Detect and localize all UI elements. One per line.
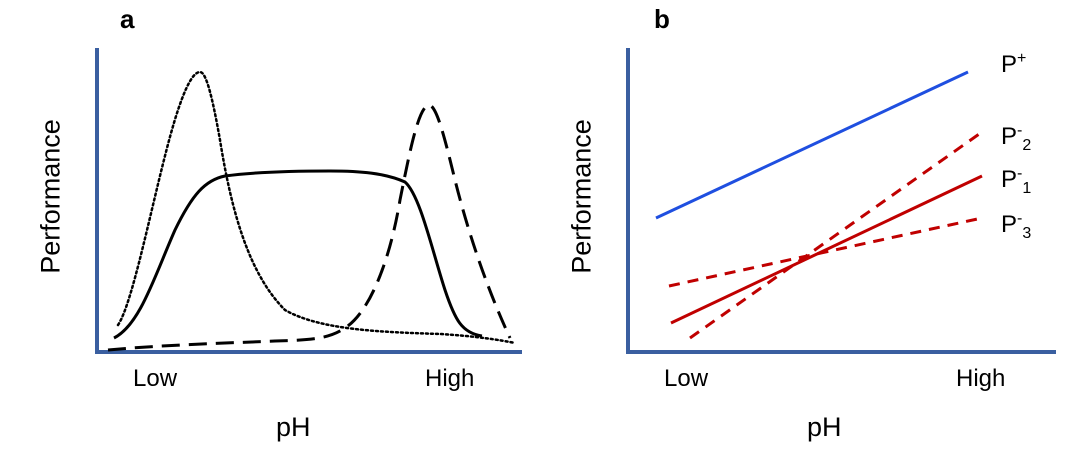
p-minus-3-label-base: P xyxy=(1001,211,1018,238)
p-minus-3-line xyxy=(668,216,983,288)
p-minus-1-label-sup: - xyxy=(1017,165,1023,182)
p-minus-1-label-base: P xyxy=(1001,166,1018,193)
panel-a-solid-curve xyxy=(113,169,483,340)
panel-a-x-tick-low: Low xyxy=(133,365,178,392)
panel-b-x-tick-low: Low xyxy=(664,365,709,392)
panel-a-axes xyxy=(95,48,522,354)
panel-a-dashed-curve xyxy=(107,103,512,352)
panel-a-dotted-curve xyxy=(116,70,517,345)
p-minus-3-label-sub: 3 xyxy=(1022,224,1032,242)
p-minus-2-label-base: P xyxy=(1001,123,1018,150)
p-minus-1-label: P-1 xyxy=(1001,165,1031,198)
panel-b-x-tick-high: High xyxy=(956,365,1006,392)
panel-a-x-label: pH xyxy=(276,412,311,442)
p-plus-label-base: P xyxy=(1001,51,1018,78)
panel-a-x-tick-high: High xyxy=(425,365,475,392)
p-plus-label-sup: + xyxy=(1017,50,1027,67)
panel-b-axes xyxy=(626,48,1056,354)
panel-a-y-label: Performance xyxy=(35,119,66,274)
p-plus-label: P+ xyxy=(1001,50,1026,79)
p-plus-line xyxy=(655,70,969,220)
p-minus-2-label: P-2 xyxy=(1001,122,1031,155)
panel-b-letter: b xyxy=(654,4,670,34)
panel-b-y-label: Performance xyxy=(566,119,597,274)
p-minus-3-label: P-3 xyxy=(1001,210,1031,243)
p-minus-2-label-sub: 2 xyxy=(1022,136,1032,154)
p-minus-1-line xyxy=(670,174,983,325)
p-minus-1-label-sub: 1 xyxy=(1022,179,1032,197)
panel-a-letter: a xyxy=(120,4,135,34)
p-minus-3-label-sup: - xyxy=(1017,210,1023,227)
p-minus-2-line xyxy=(689,130,983,340)
p-minus-2-label-sup: - xyxy=(1017,122,1023,139)
panel-b-x-label: pH xyxy=(807,412,842,442)
